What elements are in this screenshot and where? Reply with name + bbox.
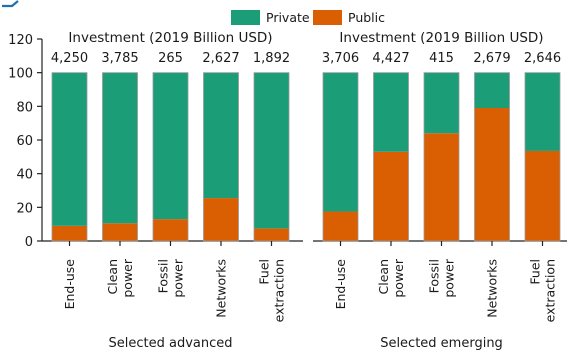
x-category-label-line: power	[442, 258, 457, 297]
y-tick-label: 20	[16, 201, 33, 216]
investment-value: 3,706	[322, 51, 359, 66]
investment-value: 2,646	[524, 51, 561, 66]
x-category-label-line: Clean	[376, 259, 391, 294]
bar-private-end-use	[52, 72, 87, 226]
bar-private-fossil-power	[424, 72, 459, 134]
bar-public-networks	[474, 108, 510, 242]
x-category-label-line: Networks	[214, 259, 229, 318]
group-label: Selected advanced	[108, 336, 232, 351]
x-category-label-line: power	[391, 258, 406, 297]
y-tick-label: 80	[16, 100, 33, 115]
y-tick-label: 120	[8, 33, 33, 48]
bar-public-networks	[203, 198, 239, 241]
y-tick-label: 40	[16, 168, 33, 183]
legend-swatch-public	[313, 10, 342, 25]
x-category-label-line: End-use	[333, 259, 348, 310]
legend-label-private: Private	[266, 10, 310, 25]
panel-annotation-title: Investment (2019 Billion USD)	[339, 30, 543, 46]
x-category-label-line: Fossil	[156, 259, 171, 293]
x-category-label-line: Networks	[485, 259, 500, 318]
x-category-label: Cleanpower	[376, 258, 406, 297]
y-tick-label: 60	[16, 134, 33, 149]
x-category-label-line: Clean	[105, 259, 120, 294]
x-category-label-line: Fuel	[528, 259, 543, 285]
x-category-label-line: extraction	[272, 259, 287, 322]
bar-private-clean-power	[102, 72, 138, 224]
investment-value: 415	[429, 51, 454, 66]
x-category-label-line: End-use	[62, 259, 77, 310]
bar-public-clean-power	[102, 223, 138, 241]
top-left-corner-mark	[2, 0, 19, 8]
bar-public-fossil-power	[424, 133, 459, 241]
x-category-label-line: Fuel	[257, 259, 272, 285]
panel-annotation-title: Investment (2019 Billion USD)	[68, 30, 272, 46]
panel-1: Investment (2019 Billion USD) 4,250 End-us…	[42, 30, 303, 351]
bar-public-fossil-power	[153, 219, 188, 241]
y-axis: 0 20 40 60 80 100 120	[8, 33, 43, 250]
legend: Private Public	[231, 10, 385, 25]
x-category-label-line: Fossil	[427, 259, 442, 293]
bar-private-fossil-power	[153, 72, 188, 220]
bar-public-clean-power	[373, 151, 409, 241]
bar-private-networks	[203, 72, 239, 199]
x-category-label-line: power	[120, 258, 135, 297]
x-category-label: Fossilpower	[427, 258, 457, 297]
investment-value: 1,892	[253, 51, 290, 66]
x-category-label-line: extraction	[543, 259, 558, 322]
x-category-label: Fuelextraction	[257, 259, 287, 322]
x-category-label: Networks	[485, 259, 500, 318]
legend-label-public: Public	[348, 10, 385, 25]
y-tick-label: 100	[8, 67, 33, 82]
bar-private-fuel-extraction	[254, 72, 289, 229]
y-tick-label: 0	[25, 235, 33, 250]
panel-2: Investment (2019 Billion USD) 3,706 End-us…	[313, 30, 567, 351]
x-category-label: Fossilpower	[156, 258, 186, 297]
bar-public-fuel-extraction	[254, 228, 289, 241]
bar-public-fuel-extraction	[525, 150, 560, 241]
investment-value: 2,627	[202, 51, 239, 66]
x-category-label: End-use	[333, 259, 348, 310]
x-category-label: Networks	[214, 259, 229, 318]
x-category-label-line: power	[171, 258, 186, 297]
investment-value: 2,679	[473, 51, 510, 66]
x-category-label: End-use	[62, 259, 77, 310]
investment-value: 265	[158, 51, 183, 66]
x-category-label: Cleanpower	[105, 258, 135, 297]
bar-public-end-use	[52, 225, 87, 241]
bar-private-clean-power	[373, 72, 409, 152]
investment-value: 4,427	[372, 51, 409, 66]
x-category-label: Fuelextraction	[528, 259, 558, 322]
panels: Investment (2019 Billion USD) 4,250 End-us…	[42, 30, 567, 351]
group-label: Selected emerging	[380, 336, 503, 351]
bar-private-networks	[474, 72, 510, 109]
investment-value: 3,785	[101, 51, 138, 66]
investment-value: 4,250	[51, 51, 88, 66]
legend-swatch-private	[231, 10, 260, 25]
bar-public-end-use	[323, 211, 358, 241]
bar-private-end-use	[323, 72, 358, 212]
bar-private-fuel-extraction	[525, 72, 560, 151]
